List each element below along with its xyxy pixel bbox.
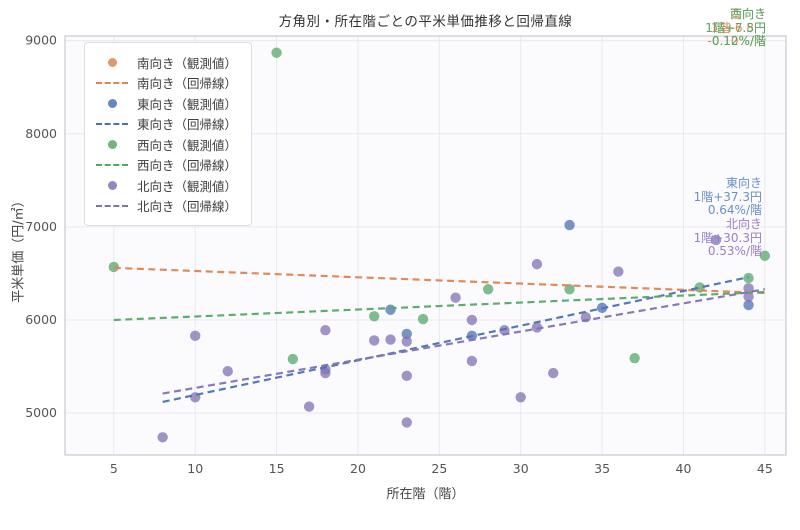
legend-item: 西向き（観測値） [95, 134, 237, 155]
data-point [401, 328, 412, 340]
legend-label: 南向き（観測値） [137, 55, 238, 71]
data-point [401, 417, 412, 428]
legend-item: 東向き（回帰線） [95, 114, 237, 135]
data-point [531, 322, 543, 333]
annotation-line: 東向き [725, 176, 762, 190]
annotation-line: 西向き [729, 7, 766, 21]
chart-title: 方角別・所在階ごとの平米単価推移と回帰直線 [278, 14, 573, 30]
data-point [743, 283, 754, 294]
x-tick-label: 15 [269, 461, 285, 476]
data-point [531, 258, 543, 270]
y-tick-label: 6000 [25, 312, 57, 327]
annotation-line: 0.53%/階 [707, 244, 762, 258]
regression-line [113, 290, 765, 322]
data-point [369, 335, 380, 346]
x-tick-label: 5 [110, 461, 118, 476]
data-point [287, 353, 299, 365]
data-point [564, 284, 575, 295]
data-point [515, 392, 526, 403]
data-point [710, 234, 722, 246]
data-point [629, 352, 640, 364]
data-point [303, 401, 315, 412]
data-point [564, 219, 575, 231]
data-point [743, 299, 754, 311]
legend-label: 西向き（回帰線） [137, 158, 238, 174]
data-point [450, 292, 461, 303]
data-point [466, 355, 478, 367]
scatter-marker-icon [95, 98, 129, 108]
legend-item: 北向き（観測値） [95, 175, 237, 196]
y-axis-label: 平米単価（円/㎡） [11, 194, 27, 303]
annotation-line: 南向き [729, 7, 766, 21]
regression-annotation-west: 西向き 1階+7.5円 0.12%/階 [705, 7, 766, 49]
legend-label: 東向き（観測値） [137, 96, 238, 112]
data-point [759, 250, 771, 261]
annotation-line: 1階+7.5円 [705, 20, 766, 35]
x-tick-label: 45 [757, 461, 773, 476]
data-point [417, 313, 429, 325]
x-axis-label: 所在階（階） [386, 487, 465, 502]
annotation-line: 0.64%/階 [707, 203, 762, 217]
x-tick-label: 35 [594, 461, 610, 476]
x-tick-label: 20 [350, 461, 366, 476]
legend-item: 南向き（回帰線） [95, 73, 237, 94]
annotation-line: 1階+37.3円 [693, 189, 762, 204]
legend-item: 南向き（観測値） [95, 52, 237, 73]
data-point [613, 266, 624, 277]
legend-label: 西向き（観測値） [137, 137, 238, 153]
annotation-line: -0.10%/階 [707, 34, 767, 48]
y-tick-label: 8000 [25, 126, 57, 141]
x-tick-label: 30 [513, 461, 529, 476]
legend-label: 北向き（回帰線） [137, 199, 238, 215]
y-tick-label: 5000 [25, 405, 57, 420]
data-point [369, 311, 380, 322]
data-point [157, 432, 168, 443]
y-tick-label: 7000 [25, 219, 57, 234]
legend-item: 東向き（観測値） [95, 93, 237, 114]
data-point [385, 304, 396, 315]
data-point [271, 47, 282, 58]
x-tick-label: 25 [431, 461, 447, 476]
regression-annotation-south: 南向き 1階-6.8円 -0.10%/階 [707, 7, 767, 49]
data-point [108, 261, 120, 273]
legend-item: 北向き（回帰線） [95, 196, 237, 217]
annotation-line: 1階+30.3円 [693, 230, 762, 245]
data-point [401, 370, 412, 382]
annotation-line: 1階-6.8円 [710, 20, 766, 35]
regression-line [113, 266, 765, 295]
data-point [482, 284, 494, 295]
legend: 南向き（観測値） 南向き（回帰線） 東向き（観測値） 東向き（回帰線） 西向き（観測値）… [84, 42, 253, 226]
legend-item: 西向き（回帰線） [95, 155, 237, 176]
data-point [548, 367, 559, 379]
data-point [222, 366, 233, 377]
dashed-line-icon [95, 204, 129, 207]
legend-label: 東向き（回帰線） [137, 117, 238, 133]
x-tick-label: 40 [676, 461, 692, 476]
regression-annotation-east: 東向き 1階+37.3円 0.64%/階 [693, 176, 762, 218]
dashed-line-icon [95, 122, 129, 125]
data-point [320, 325, 331, 336]
scatter-marker-icon [95, 57, 129, 67]
dashed-line-icon [95, 163, 129, 166]
regression-line [162, 288, 766, 395]
regression-line [162, 276, 749, 404]
plot-border [64, 35, 787, 456]
dashed-line-icon [95, 81, 129, 84]
scatter-marker-icon [95, 139, 129, 149]
annotation-line: 0.12%/階 [711, 34, 766, 48]
regression-annotation-north: 北向き 1階+30.3円 0.53%/階 [693, 217, 762, 259]
data-point [190, 330, 201, 342]
data-point [401, 336, 412, 347]
scatter-marker-icon [95, 180, 129, 190]
data-point [466, 314, 478, 326]
y-tick-label: 9000 [25, 33, 57, 48]
legend-label: 南向き（回帰線） [137, 76, 238, 92]
annotation-line: 北向き [725, 217, 762, 231]
data-point [385, 334, 396, 345]
data-point [743, 291, 754, 302]
x-tick-label: 10 [187, 461, 203, 476]
legend-label: 北向き（観測値） [137, 178, 238, 194]
